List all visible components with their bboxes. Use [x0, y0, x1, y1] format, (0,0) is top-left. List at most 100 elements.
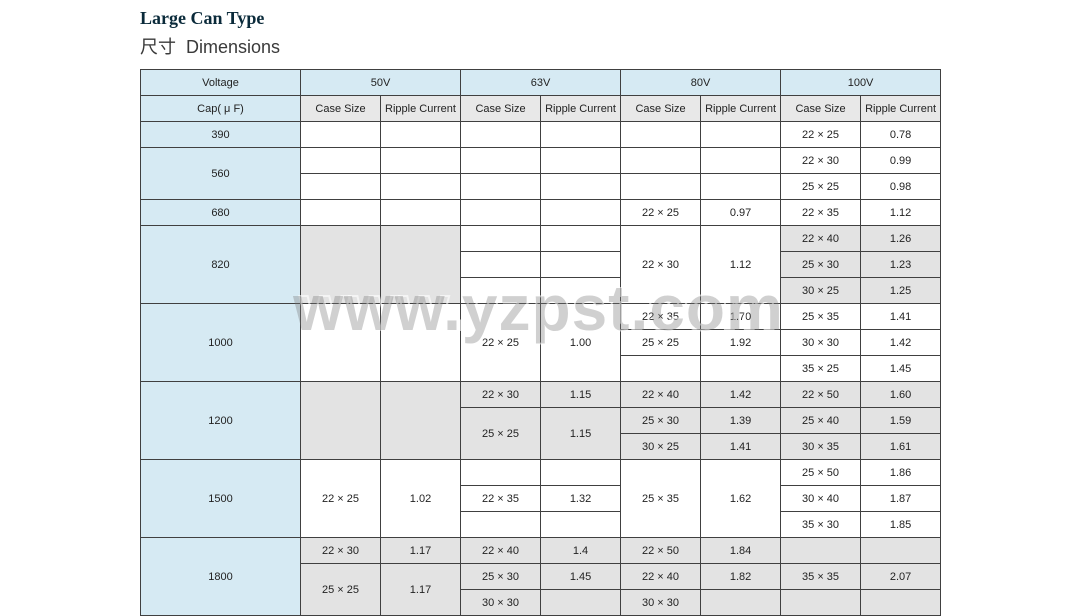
table-cell: [781, 538, 861, 564]
table-cell: [461, 174, 541, 200]
table-cell: 25 × 30: [461, 564, 541, 590]
table-cell: 1800: [141, 538, 301, 616]
table-cell: 22 × 25: [621, 200, 701, 226]
th-80v: 80V: [621, 70, 781, 96]
table-cell: 1.02: [381, 460, 461, 538]
table-cell: 560: [141, 148, 301, 200]
table-cell: [301, 148, 381, 174]
table-cell: [621, 148, 701, 174]
table-cell: [701, 174, 781, 200]
th-case-80: Case Size: [621, 96, 701, 122]
table-cell: 25 × 50: [781, 460, 861, 486]
page-title: Large Can Type: [140, 8, 1037, 29]
table-cell: 22 × 40: [781, 226, 861, 252]
table-row: 68022 × 250.9722 × 351.12: [141, 200, 941, 226]
table-cell: 1.87: [861, 486, 941, 512]
table-cell: 0.99: [861, 148, 941, 174]
table-cell: 1.32: [541, 486, 621, 512]
table-cell: 22 × 35: [781, 200, 861, 226]
table-cell: 30 × 30: [461, 590, 541, 616]
table-cell: 30 × 40: [781, 486, 861, 512]
table-cell: 35 × 25: [781, 356, 861, 382]
table-cell: 25 × 40: [781, 408, 861, 434]
table-cell: 22 × 50: [621, 538, 701, 564]
table-cell: [621, 122, 701, 148]
th-100v: 100V: [781, 70, 941, 96]
table-cell: 1.4: [541, 538, 621, 564]
table-cell: 25 × 25: [781, 174, 861, 200]
table-cell: 25 × 35: [781, 304, 861, 330]
table-row: 82022 × 301.1222 × 401.26: [141, 226, 941, 252]
table-cell: 22 × 25: [781, 122, 861, 148]
table-cell: [461, 122, 541, 148]
table-cell: [301, 174, 381, 200]
table-cell: [541, 174, 621, 200]
table-cell: 1.17: [381, 538, 461, 564]
table-cell: 22 × 30: [461, 382, 541, 408]
table-cell: 1.84: [701, 538, 781, 564]
table-cell: 1000: [141, 304, 301, 382]
table-cell: [381, 174, 461, 200]
table-cell: [861, 538, 941, 564]
table-cell: 30 × 30: [781, 330, 861, 356]
table-cell: 25 × 25: [621, 330, 701, 356]
table-cell: 680: [141, 200, 301, 226]
table-cell: [541, 590, 621, 616]
table-cell: 1.45: [541, 564, 621, 590]
th-ripple-63: Ripple Current: [541, 96, 621, 122]
table-cell: 30 × 35: [781, 434, 861, 460]
table-cell: 0.78: [861, 122, 941, 148]
table-cell: 0.98: [861, 174, 941, 200]
table-cell: 1.41: [861, 304, 941, 330]
table-cell: 22 × 50: [781, 382, 861, 408]
table-cell: 35 × 30: [781, 512, 861, 538]
table-cell: [461, 460, 541, 486]
table-cell: 1.15: [541, 408, 621, 460]
table-cell: [861, 590, 941, 616]
table-cell: [541, 512, 621, 538]
table-cell: 22 × 30: [621, 226, 701, 304]
table-cell: [461, 252, 541, 278]
table-cell: 1.15: [541, 382, 621, 408]
table-cell: 1.92: [701, 330, 781, 356]
table-cell: [461, 512, 541, 538]
table-cell: 1.26: [861, 226, 941, 252]
table-cell: 1200: [141, 382, 301, 460]
table-cell: 25 × 30: [621, 408, 701, 434]
table-cell: 1.60: [861, 382, 941, 408]
table-cell: 22 × 40: [621, 382, 701, 408]
table-cell: [301, 226, 381, 304]
table-cell: 820: [141, 226, 301, 304]
table-cell: [381, 148, 461, 174]
table-cell: [781, 590, 861, 616]
th-ripple-100: Ripple Current: [861, 96, 941, 122]
table-row: 39022 × 250.78: [141, 122, 941, 148]
table-cell: 1.85: [861, 512, 941, 538]
table-cell: [541, 148, 621, 174]
table-cell: [541, 252, 621, 278]
th-50v: 50V: [301, 70, 461, 96]
table-cell: [461, 226, 541, 252]
table-cell: [701, 148, 781, 174]
table-cell: [621, 174, 701, 200]
table-cell: 1.70: [701, 304, 781, 330]
table-cell: [301, 304, 381, 382]
table-cell: 35 × 35: [781, 564, 861, 590]
table-cell: 22 × 40: [621, 564, 701, 590]
th-ripple-80: Ripple Current: [701, 96, 781, 122]
table-cell: 1.00: [541, 304, 621, 382]
table-cell: 25 × 25: [301, 564, 381, 616]
table-cell: 1.62: [701, 460, 781, 538]
table-cell: 30 × 25: [621, 434, 701, 460]
table-cell: 1.42: [701, 382, 781, 408]
table-cell: 22 × 25: [301, 460, 381, 538]
th-case-100: Case Size: [781, 96, 861, 122]
table-cell: [381, 304, 461, 382]
th-ripple-50: Ripple Current: [381, 96, 461, 122]
table-cell: [301, 382, 381, 460]
table-row: 120022 × 301.1522 × 401.4222 × 501.60: [141, 382, 941, 408]
table-cell: 0.97: [701, 200, 781, 226]
table-cell: 30 × 30: [621, 590, 701, 616]
table-cell: 22 × 30: [781, 148, 861, 174]
table-cell: 1.23: [861, 252, 941, 278]
